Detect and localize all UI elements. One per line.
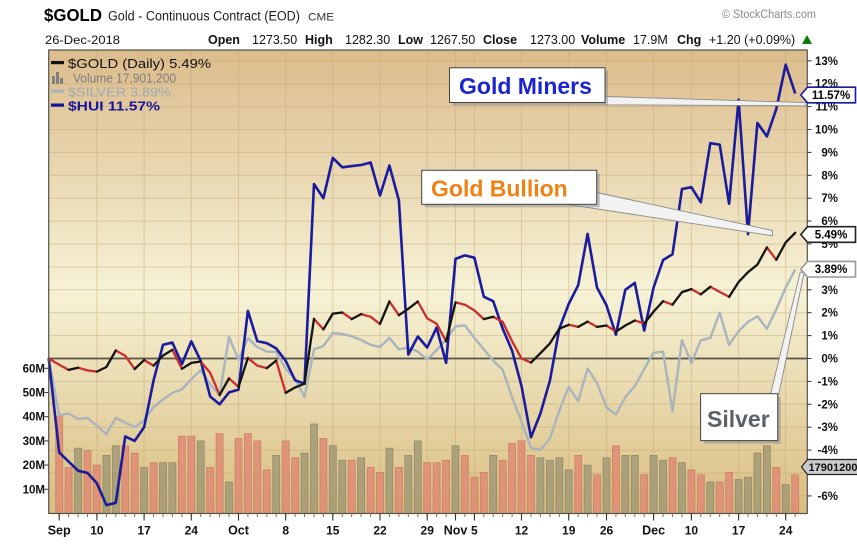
svg-text:1282.30: 1282.30	[345, 33, 390, 47]
svg-text:17.9M: 17.9M	[633, 33, 668, 47]
svg-text:Gold Bullion: Gold Bullion	[431, 176, 568, 202]
svg-text:-1%: -1%	[818, 376, 838, 388]
svg-text:3.89%: 3.89%	[815, 264, 848, 276]
svg-text:29: 29	[421, 524, 435, 538]
svg-text:15: 15	[326, 524, 340, 538]
svg-text:+1.20 (+0.09%): +1.20 (+0.09%)	[709, 33, 795, 47]
svg-text:24: 24	[185, 524, 199, 538]
svg-text:5: 5	[471, 524, 478, 538]
svg-text:$GOLD (Daily) 5.49%: $GOLD (Daily) 5.49%	[68, 57, 211, 71]
svg-text:26: 26	[600, 524, 614, 538]
svg-text:Gold Miners: Gold Miners	[459, 73, 592, 99]
svg-text:11.57%: 11.57%	[812, 90, 850, 102]
svg-text:60M: 60M	[23, 363, 45, 375]
svg-text:Volume: Volume	[581, 33, 625, 47]
svg-text:19: 19	[562, 524, 576, 538]
svg-text:2%: 2%	[821, 308, 838, 320]
svg-text:1%: 1%	[821, 331, 838, 343]
svg-text:High: High	[305, 33, 333, 47]
svg-text:Chg: Chg	[677, 33, 701, 47]
svg-text:-3%: -3%	[818, 422, 838, 434]
svg-text:Open: Open	[208, 33, 240, 47]
svg-text:40M: 40M	[23, 412, 45, 424]
svg-text:Volume 17,901,200: Volume 17,901,200	[73, 72, 176, 86]
svg-text:17: 17	[732, 524, 746, 538]
svg-text:$SILVER 3.89%: $SILVER 3.89%	[68, 86, 171, 100]
svg-text:CME: CME	[308, 12, 334, 24]
svg-text:Sep: Sep	[48, 524, 71, 538]
svg-text:24: 24	[779, 524, 793, 538]
svg-text:$HUI 11.57%: $HUI 11.57%	[68, 100, 160, 114]
svg-text:Low: Low	[398, 33, 423, 47]
svg-text:-2%: -2%	[818, 399, 838, 411]
svg-text:26-Dec-2018: 26-Dec-2018	[45, 33, 120, 47]
svg-text:-6%: -6%	[818, 491, 838, 503]
svg-text:8%: 8%	[821, 170, 838, 182]
svg-text:Close: Close	[483, 33, 517, 47]
svg-text:3%: 3%	[821, 285, 838, 297]
svg-text:17: 17	[137, 524, 151, 538]
svg-text:10: 10	[90, 524, 104, 538]
svg-text:© StockCharts.com: © StockCharts.com	[722, 9, 816, 21]
svg-text:Nov: Nov	[444, 524, 468, 538]
svg-text:1273.50: 1273.50	[252, 33, 297, 47]
svg-text:17901200: 17901200	[809, 462, 857, 474]
svg-text:10%: 10%	[815, 125, 838, 137]
svg-text:5.49%: 5.49%	[815, 230, 848, 242]
svg-text:-4%: -4%	[818, 445, 838, 457]
svg-text:30M: 30M	[23, 436, 45, 448]
svg-text:Silver: Silver	[707, 406, 770, 432]
svg-text:20M: 20M	[23, 460, 45, 472]
svg-text:12: 12	[515, 524, 529, 538]
svg-text:Dec: Dec	[642, 524, 665, 538]
svg-text:1267.50: 1267.50	[430, 33, 475, 47]
svg-text:Gold - Continuous Contract (EO: Gold - Continuous Contract (EOD)	[108, 9, 300, 24]
svg-text:22: 22	[373, 524, 387, 538]
svg-text:10M: 10M	[23, 484, 45, 496]
svg-text:50M: 50M	[23, 388, 45, 400]
svg-text:10: 10	[685, 524, 699, 538]
svg-text:7%: 7%	[821, 193, 838, 205]
svg-text:$GOLD: $GOLD	[44, 5, 102, 25]
svg-text:8: 8	[282, 524, 289, 538]
svg-text:1273.00: 1273.00	[530, 33, 575, 47]
svg-text:Oct: Oct	[228, 524, 250, 538]
svg-text:0%: 0%	[821, 354, 838, 366]
svg-text:9%: 9%	[821, 147, 838, 159]
svg-text:13%: 13%	[815, 56, 838, 68]
